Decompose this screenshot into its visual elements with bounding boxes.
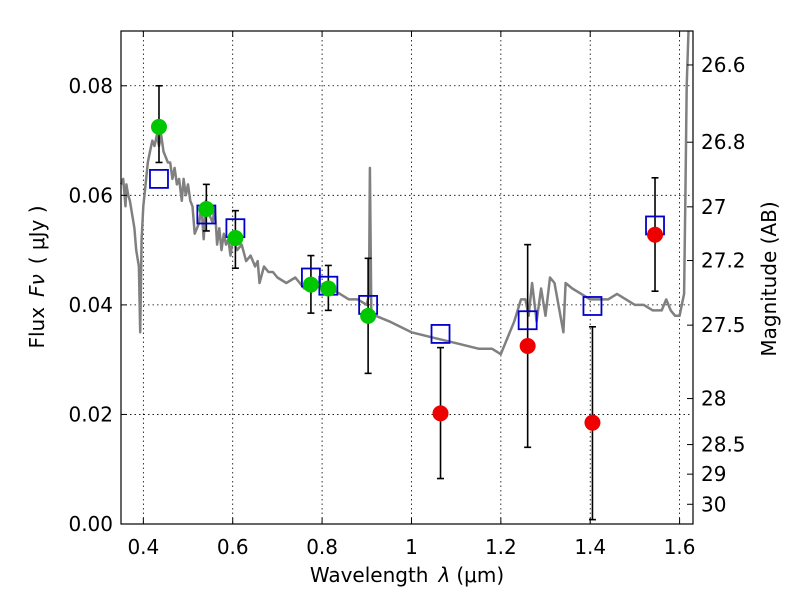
spectrum-series (119, 30, 690, 356)
x-tick-label: 1.2 (485, 535, 517, 559)
model-point (517, 310, 538, 331)
y-axis-label: FluxFν( μJy ) (25, 205, 49, 348)
y-tick-label: 0.04 (68, 293, 113, 317)
x-tick-label: 0.8 (306, 535, 338, 559)
y-tick-label: 0.06 (68, 183, 113, 207)
model-point (149, 168, 169, 189)
y2-tick-label: 27.2 (701, 249, 746, 273)
y2-tick-label: 28.5 (701, 433, 746, 457)
observed-points-series (150, 118, 664, 431)
detected-point (198, 201, 215, 218)
x-tick-label: 0.6 (217, 535, 249, 559)
y-tick-label: 0.02 (68, 402, 113, 426)
nondetected-point (519, 337, 536, 354)
y-tick-label: 0.08 (68, 74, 113, 98)
tick-labels: 0.4 0.6 0.8 1 1.2 1.4 1.6 0.00 0.02 0.04 0.06 0.08 2… (68, 53, 745, 559)
model-points-series (149, 168, 665, 344)
detected-point (360, 307, 377, 324)
detected-point (302, 276, 319, 293)
x-tick-label: 1.4 (574, 535, 606, 559)
y2-tick-label: 30 (701, 492, 726, 516)
model-point (582, 296, 603, 316)
nondetected-point (432, 405, 449, 422)
x-tick-label: 1 (405, 535, 418, 559)
grid-lines (121, 31, 693, 525)
detected-point (320, 280, 337, 297)
y2-tick-label: 26.8 (701, 130, 746, 154)
plot-frame (120, 30, 694, 525)
ticks (121, 31, 693, 525)
detected-point (150, 118, 167, 135)
model-point (430, 324, 451, 344)
y2-tick-label: 29 (701, 462, 726, 486)
y2-axis-label: Magnitude (AB) (757, 201, 781, 356)
nondetected-point (647, 226, 664, 243)
nondetected-point (584, 414, 601, 431)
detected-point (227, 230, 244, 247)
y2-tick-label: 27 (701, 195, 726, 219)
x-tick-label: 0.4 (127, 535, 159, 559)
y2-tick-label: 28 (701, 387, 726, 411)
y2-tick-label: 27.5 (701, 313, 746, 337)
y-tick-label: 0.00 (68, 512, 113, 536)
x-tick-label: 1.6 (664, 535, 696, 559)
spectrum-line (119, 30, 690, 356)
y2-tick-label: 26.6 (701, 53, 746, 77)
x-axis-label: Wavelength λ (μm) (310, 563, 504, 587)
